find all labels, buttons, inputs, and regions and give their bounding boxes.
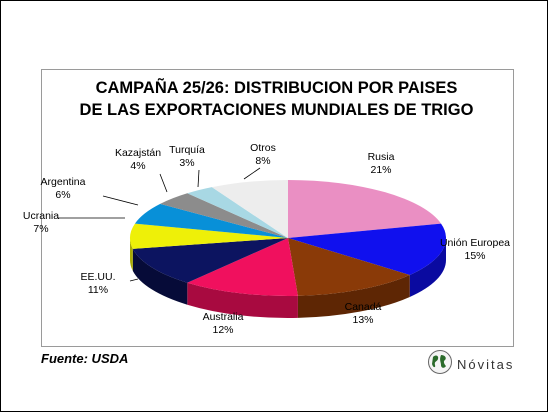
slice-label: Rusia 21% bbox=[361, 151, 401, 177]
slice-label-name: Unión Europea bbox=[439, 237, 511, 249]
slice-label-value: 8% bbox=[255, 155, 271, 167]
slice-side-Ucrania bbox=[130, 238, 133, 271]
slice-label-value: 4% bbox=[130, 160, 146, 172]
slice-side-Australia bbox=[187, 282, 298, 319]
slice-label: Australia 12% bbox=[198, 311, 248, 337]
slice-EE.UU. bbox=[132, 238, 288, 283]
slice-label: Turquía 3% bbox=[165, 144, 209, 170]
leader-line bbox=[129, 278, 139, 282]
slice-label-value: 6% bbox=[55, 189, 71, 201]
source-note: Fuente: USDA bbox=[41, 351, 129, 366]
slice-label: Kazajstán 4% bbox=[110, 147, 166, 173]
slice-label: Unión Europea 15% bbox=[435, 237, 515, 263]
slice-label-name: Otros bbox=[250, 142, 276, 154]
leader-line bbox=[102, 195, 139, 206]
slice-label-name: Rusia bbox=[367, 151, 395, 163]
slice-side-Unión Europea bbox=[409, 238, 446, 297]
slice-Kazajstán bbox=[160, 193, 288, 238]
slice-Otros bbox=[211, 180, 288, 238]
chart-title-line-2: DE LAS EXPORTACIONES MUNDIALES DE TRIGO bbox=[79, 101, 474, 119]
slice-label-name: Turquía bbox=[169, 144, 205, 156]
leader-line bbox=[159, 173, 168, 193]
chart-title-line-1: CAMPAÑA 25/26: DISTRIBUCION POR PAISES bbox=[95, 79, 458, 97]
slice-side-EE.UU. bbox=[132, 248, 188, 305]
slice-Unión Europea bbox=[288, 223, 447, 275]
slice-label-value: 21% bbox=[370, 164, 392, 176]
slice-label-name: Kazajstán bbox=[114, 147, 162, 159]
leader-line bbox=[197, 169, 200, 188]
slice-label-name: Australia bbox=[202, 311, 244, 323]
slice-Canadá bbox=[288, 238, 410, 296]
slice-label: Otros 8% bbox=[245, 142, 281, 168]
slice-label-value: 13% bbox=[352, 314, 374, 326]
slice-label-name: Argentina bbox=[40, 176, 86, 188]
slice-Turquía bbox=[187, 187, 288, 238]
slice-label: Canadá 13% bbox=[343, 301, 383, 327]
slice-Ucrania bbox=[129, 223, 288, 249]
slice-Australia bbox=[187, 238, 298, 297]
slice-label: Ucrania 7% bbox=[21, 210, 61, 236]
slice-Argentina bbox=[134, 203, 288, 238]
slice-label-value: 12% bbox=[212, 324, 234, 336]
slice-label-value: 3% bbox=[179, 157, 195, 169]
slice-Rusia bbox=[288, 180, 442, 238]
slice-label-name: Canadá bbox=[344, 301, 382, 313]
logo-text: Nóvitas bbox=[457, 357, 515, 372]
globe-icon bbox=[428, 350, 452, 374]
novitas-logo: Nóvitas bbox=[425, 347, 535, 379]
slice-label-value: 7% bbox=[33, 223, 49, 235]
slice-label-value: 15% bbox=[464, 250, 486, 262]
slice-side-Canadá bbox=[297, 274, 410, 318]
leader-line bbox=[243, 167, 261, 180]
slice-label-name: Ucrania bbox=[22, 210, 60, 222]
slice-label-name: EE.UU. bbox=[80, 271, 116, 283]
slice-label: Argentina 6% bbox=[35, 176, 91, 202]
slice-label-value: 11% bbox=[87, 284, 109, 296]
slice-label: EE.UU. 11% bbox=[78, 271, 118, 297]
